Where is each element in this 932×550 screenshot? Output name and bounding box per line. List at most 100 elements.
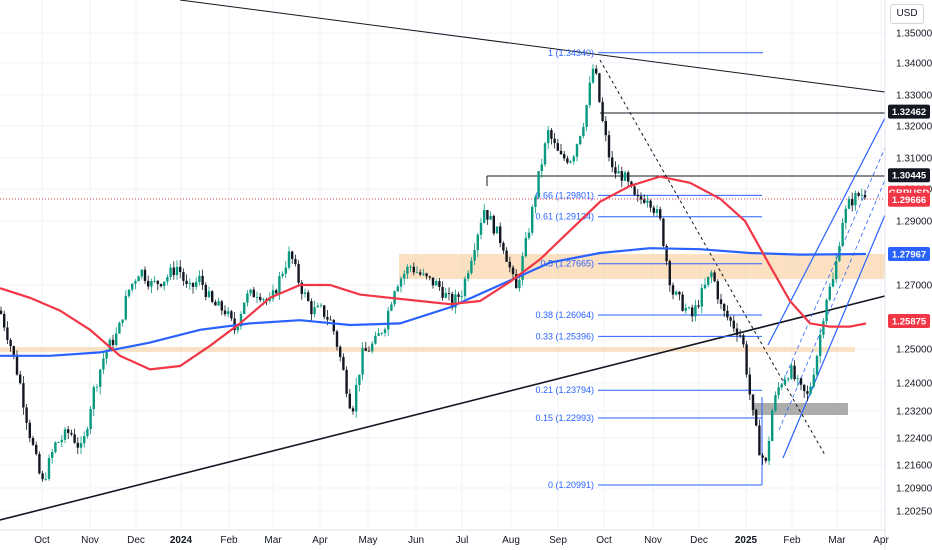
price-tags-layer: 1.324621.30445GBPUSD1.296661.279671.2587… — [888, 104, 930, 328]
candle-body — [687, 307, 691, 309]
candle-body — [531, 206, 534, 233]
candle-body — [63, 429, 67, 440]
candle-body — [774, 395, 777, 411]
candle-body — [694, 305, 697, 317]
time-tick-label: Mar — [828, 535, 846, 546]
candle-body — [374, 335, 377, 344]
candle-body — [57, 442, 60, 444]
candle-body — [633, 186, 636, 195]
candle-body — [51, 452, 54, 458]
price-tag-label: 1.27967 — [892, 250, 926, 261]
candle-body — [9, 339, 12, 347]
candle-body — [44, 478, 47, 480]
candle-body — [780, 384, 783, 388]
candle-body — [255, 296, 259, 298]
candle-body — [486, 209, 489, 220]
price-tick-label: 1.20250 — [896, 507, 932, 518]
moving-averages-layer — [0, 175, 867, 371]
candle-body — [211, 291, 214, 302]
price-tag-bg — [888, 104, 930, 119]
candle-body — [291, 251, 294, 259]
fibonacci-retracement[interactable]: 1 (1.34340) 0.66 (1.29801) 0.61 (1.29134) 0… — [535, 48, 763, 490]
candle-body — [121, 319, 124, 323]
candle-body — [771, 410, 774, 441]
candle-body — [719, 299, 723, 304]
candle-body — [447, 292, 451, 294]
candle-body — [691, 307, 694, 317]
candle-body — [579, 136, 582, 145]
candle-body — [435, 281, 438, 286]
candle-body — [220, 301, 223, 311]
price-tag-label: 1.30445 — [892, 171, 927, 182]
time-axis[interactable]: Oct Nov Dec 2024 Feb Mar Apr May Jun Jul Aug Sep Oct… — [0, 529, 889, 546]
candle-body — [15, 355, 19, 375]
candle-body — [479, 222, 483, 235]
candle-body — [268, 298, 271, 301]
candle-body — [854, 193, 857, 206]
time-tick-label: Oct — [596, 535, 612, 546]
price-tick-label: 1.35000 — [896, 29, 932, 40]
channel-upper — [767, 117, 886, 346]
candlestick-series[interactable] — [0, 64, 867, 482]
candle-body — [489, 215, 492, 220]
price-tick-label: 1.34000 — [896, 59, 932, 70]
candle-body — [332, 320, 335, 332]
candle-body — [380, 332, 383, 334]
candle-body — [159, 284, 163, 287]
price-tick-label: 1.32000 — [896, 122, 932, 133]
candle-body — [806, 391, 809, 394]
price-tag-label: 1.25875 — [892, 317, 927, 328]
candle-body — [550, 130, 553, 139]
price-axis[interactable]: 1.350001.340001.330001.320001.310001.300… — [884, 0, 932, 550]
currency-label[interactable]: USD — [890, 4, 924, 24]
candle-body — [668, 261, 671, 286]
price-tag-bg — [888, 168, 930, 183]
candle-body — [569, 161, 572, 163]
candle-body — [339, 346, 342, 358]
candle-body — [361, 348, 364, 375]
candle-body — [89, 409, 92, 430]
time-tick-label: Apr — [312, 535, 328, 546]
candle-body — [259, 296, 262, 301]
candle-body — [316, 305, 319, 308]
candle-body — [249, 289, 252, 294]
candle-body — [441, 286, 444, 298]
candle-body — [137, 276, 140, 282]
candle-body — [598, 73, 601, 102]
candle-body — [627, 172, 630, 182]
candle-body — [476, 234, 479, 250]
candle-body — [195, 281, 198, 287]
candle-body — [54, 442, 57, 453]
candle-body — [403, 273, 406, 279]
candle-body — [409, 266, 412, 268]
candle-body — [3, 313, 6, 328]
candle-body — [790, 365, 793, 379]
candle-body — [284, 267, 287, 274]
candle-body — [787, 378, 790, 380]
candle-body — [857, 193, 860, 196]
candle-body — [630, 181, 633, 187]
candle-body — [796, 378, 799, 380]
candle-body — [675, 291, 678, 295]
price-tick-label: 1.24000 — [896, 379, 932, 390]
candle-body — [227, 311, 230, 315]
candle-body — [819, 334, 822, 356]
ma-fast-line — [0, 175, 867, 371]
candle-body — [547, 130, 550, 144]
price-tick-label: 1.25000 — [896, 345, 932, 356]
candle-body — [748, 374, 751, 395]
candle-body — [534, 196, 537, 207]
candle-body — [764, 457, 767, 461]
candle-body — [505, 250, 508, 262]
candle-body — [140, 269, 143, 277]
candle-body — [835, 261, 838, 280]
candle-body — [556, 143, 559, 151]
candle-body — [825, 299, 828, 322]
candle-body — [95, 386, 99, 388]
time-tick-label: Dec — [127, 535, 145, 546]
candle-body — [643, 199, 646, 203]
candle-body — [281, 273, 284, 277]
candle-body — [636, 194, 639, 197]
candle-body — [172, 267, 175, 276]
